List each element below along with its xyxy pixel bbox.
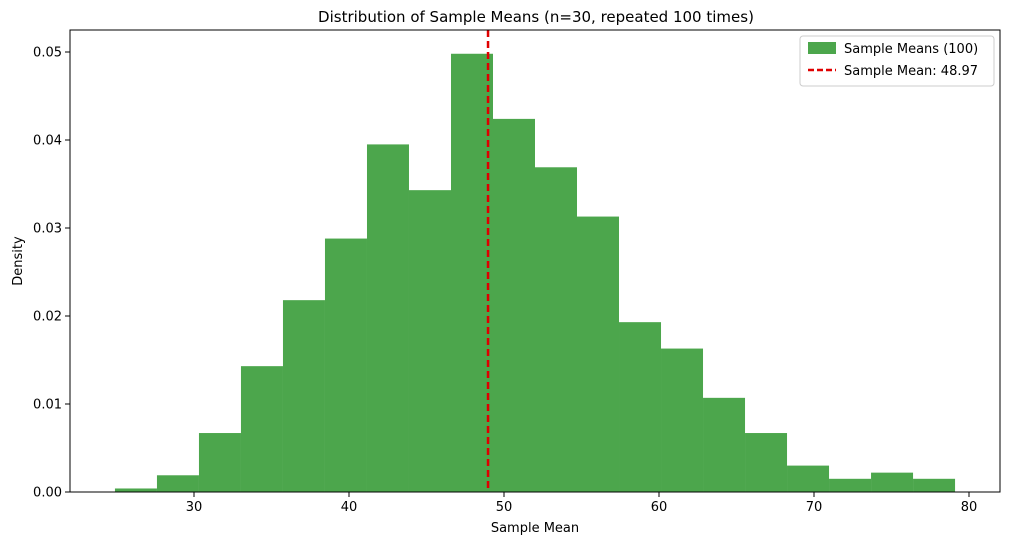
x-tick-label: 70 [806,500,823,515]
x-tick-label: 60 [651,500,668,515]
histogram-bar [114,488,157,492]
histogram-bar [787,465,830,492]
histogram-bar [913,478,956,492]
histogram-bar [198,433,241,492]
histogram-bar [408,190,451,492]
plot-frame [69,29,1001,493]
legend-box [799,35,995,87]
x-axis-label: Sample Mean [491,521,579,536]
x-tick-label: 80 [961,500,978,515]
y-tick-label: 0.01 [33,398,62,413]
histogram-bar [829,478,872,492]
legend-label-mean-line: Sample Mean: 48.97 [844,64,978,79]
chart-title: Distribution of Sample Means (n=30, repe… [318,8,754,26]
legend: Sample Means (100) Sample Mean: 48.97 [799,35,995,87]
histogram-bar [366,144,409,492]
histogram-bar [661,348,704,492]
y-tick-label: 0.04 [33,134,62,149]
y-tick-label: 0.00 [33,486,62,501]
histogram-bar [619,322,662,492]
legend-label-bars: Sample Means (100) [844,42,978,57]
legend-swatch-bars [808,42,836,54]
x-axis-ticks: 30 40 50 60 70 80 [186,492,978,515]
histogram-bar [745,433,788,492]
histogram-bar [492,118,535,492]
y-tick-label: 0.02 [33,310,62,325]
histogram-bar [282,300,325,492]
histogram-bar [324,238,367,492]
histogram-bar [535,167,578,492]
histogram-bar [450,53,493,492]
histogram-bar [156,475,199,492]
histogram-bar [871,472,914,492]
y-axis-label: Density [11,236,26,286]
y-tick-label: 0.05 [33,46,62,61]
x-tick-label: 50 [496,500,513,515]
histogram-bar [703,397,746,492]
histogram-bar [577,216,620,492]
x-tick-label: 40 [341,500,358,515]
bars-group [114,53,956,492]
x-tick-label: 30 [186,500,203,515]
histogram-bar [240,366,283,492]
y-tick-label: 0.03 [33,222,62,237]
y-axis-ticks: 0.00 0.01 0.02 0.03 0.04 0.05 [33,46,70,501]
